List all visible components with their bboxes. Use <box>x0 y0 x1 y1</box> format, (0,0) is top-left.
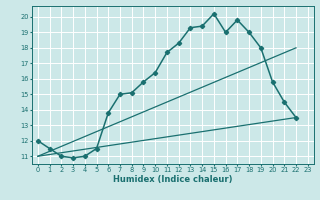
X-axis label: Humidex (Indice chaleur): Humidex (Indice chaleur) <box>113 175 233 184</box>
